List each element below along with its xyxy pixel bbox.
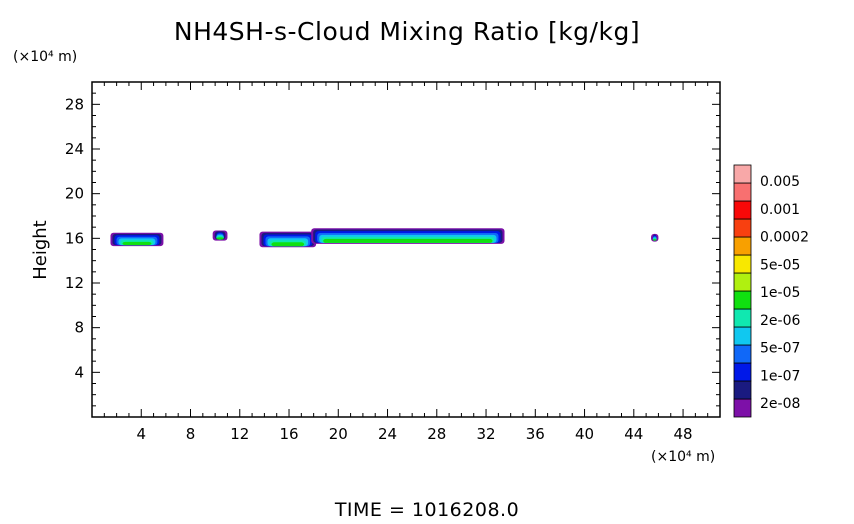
chart-title: NH4SH-s-Cloud Mixing Ratio [kg/kg] — [174, 17, 640, 46]
colorbar-swatch — [733, 290, 752, 310]
y-axis-label: Height — [30, 220, 51, 280]
x-tick-label: 36 — [526, 425, 545, 443]
x-tick-label: 8 — [186, 425, 196, 443]
y-tick-label: 8 — [74, 319, 84, 337]
colorbar-label: 5e-05 — [760, 257, 800, 273]
colorbar-label: 1e-07 — [760, 368, 800, 384]
colorbar-swatch — [733, 200, 752, 220]
y-tick-label: 4 — [74, 363, 84, 381]
x-axis-unit: (×10⁴ m) — [651, 449, 715, 465]
y-tick-label: 24 — [65, 140, 84, 158]
cloud-5-cloud-layer-green — [652, 239, 657, 241]
y-tick-label: 12 — [65, 274, 84, 292]
colorbar-label: 0.005 — [760, 174, 800, 190]
cloud-4-cloud-layer-green — [323, 238, 493, 243]
x-tick-label: 16 — [279, 425, 298, 443]
y-tick-label: 16 — [65, 229, 84, 247]
colorbar-swatch — [733, 326, 752, 346]
cloud-1-cloud-layer-green — [122, 241, 152, 246]
x-tick-label: 32 — [476, 425, 495, 443]
colorbar: 0.005 0.001 0.0002 5e-05 1e-05 2e-06 5e-07 1e-0… — [733, 164, 809, 418]
colorbar-label: 0.001 — [760, 202, 800, 218]
colorbar-label: 2e-06 — [760, 313, 800, 329]
time-label: TIME — [334, 499, 383, 519]
x-tick-label: 48 — [674, 425, 693, 443]
colorbar-swatch — [733, 218, 752, 238]
colorbar-swatch — [733, 182, 752, 202]
colorbar-label: 1e-05 — [760, 285, 800, 301]
cloud-2 — [212, 230, 228, 241]
x-tick-label: 44 — [624, 425, 643, 443]
y-tick-label: 20 — [65, 185, 84, 203]
colorbar-swatch — [733, 164, 752, 184]
colorbar-swatch — [733, 254, 752, 274]
x-tick-label: 20 — [329, 425, 348, 443]
x-tick-label: 40 — [575, 425, 594, 443]
colorbar-swatch — [733, 398, 752, 418]
x-tick-label: 24 — [378, 425, 397, 443]
x-tick-label: 4 — [136, 425, 146, 443]
y-tick-label: 28 — [65, 95, 84, 113]
cloud-3-cloud-layer-green — [271, 242, 305, 247]
colorbar-swatch — [733, 236, 752, 256]
x-tick-label: 12 — [230, 425, 249, 443]
colorbar-swatch — [733, 272, 752, 292]
time-value: 1016208.0 — [412, 499, 519, 519]
cloud-5 — [651, 233, 659, 242]
colorbar-label: 0.0002 — [760, 230, 809, 246]
time-equals: = — [382, 499, 412, 519]
cloud-2-cloud-layer-green — [216, 237, 224, 240]
plot-area — [110, 228, 659, 248]
cloud-1 — [110, 232, 164, 247]
colorbar-swatch — [733, 362, 752, 382]
colorbar-swatch — [733, 344, 752, 364]
x-tick-label: 28 — [427, 425, 446, 443]
colorbar-label: 5e-07 — [760, 341, 800, 357]
colorbar-swatch — [733, 380, 752, 400]
colorbar-label: 2e-08 — [760, 396, 800, 412]
colorbar-swatch — [733, 308, 752, 328]
cloud-3 — [259, 231, 317, 248]
time-stamp: TIME = 1016208.0 — [334, 499, 519, 519]
plot-frame — [91, 81, 721, 418]
y-axis-unit: (×10⁴ m) — [13, 49, 77, 65]
cloud-4 — [311, 228, 505, 244]
